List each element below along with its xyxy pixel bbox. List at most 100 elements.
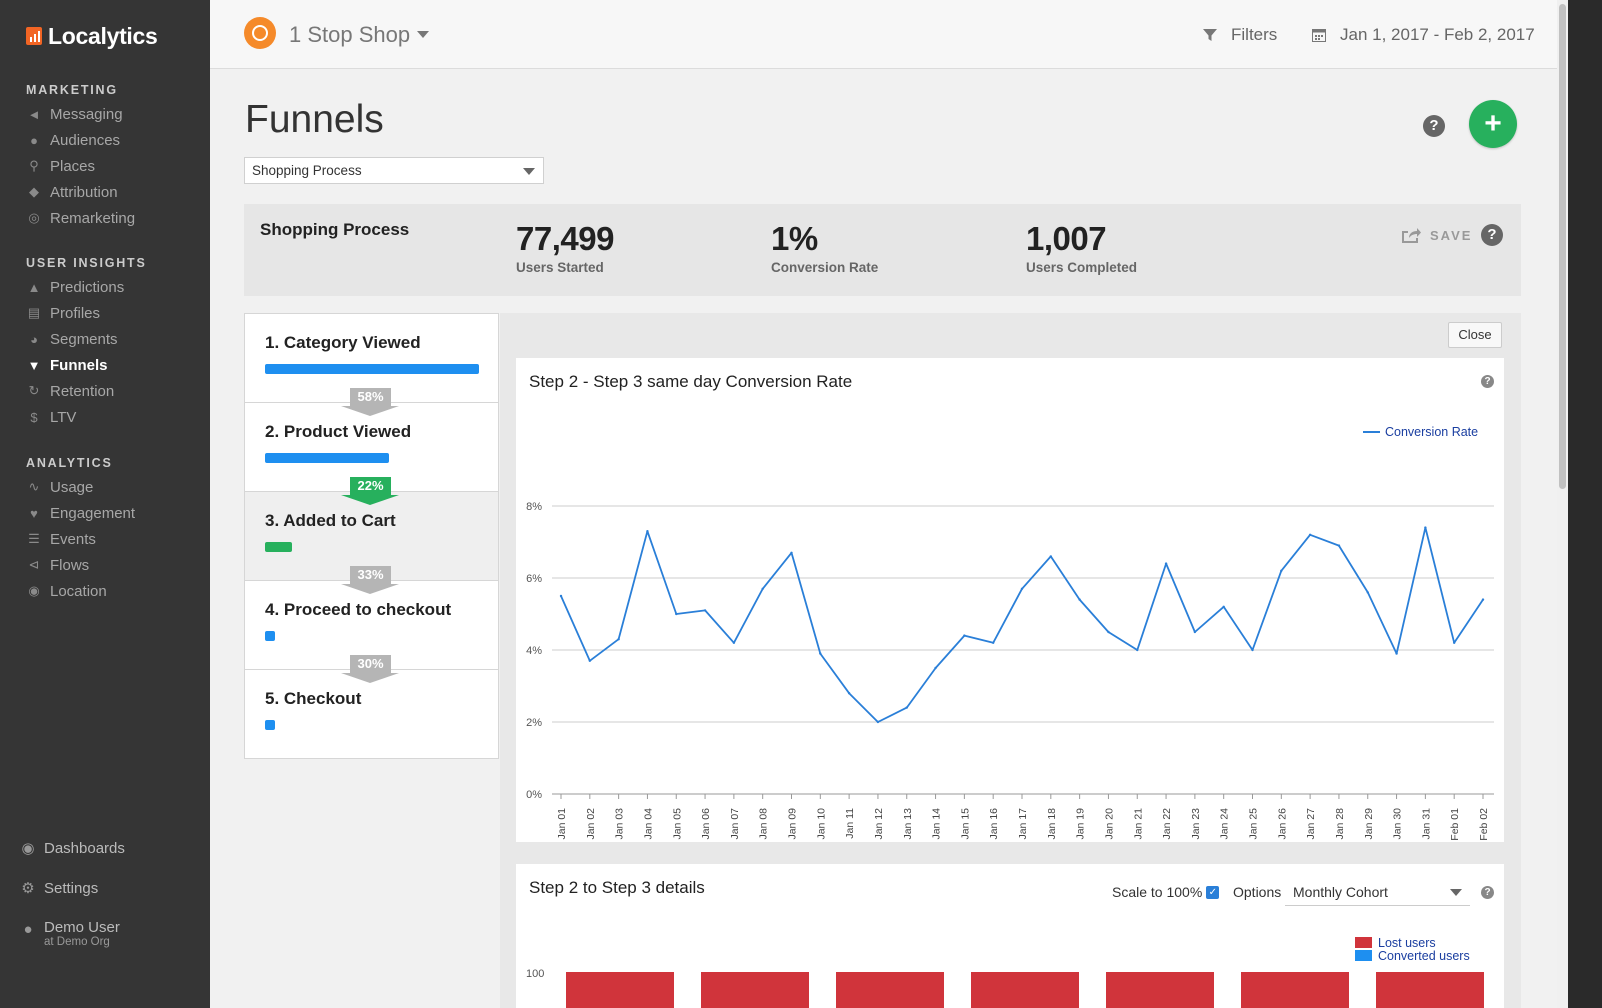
filters-button[interactable]: Filters — [1203, 25, 1277, 45]
legend-swatch — [1355, 950, 1372, 961]
step-progress-bar — [265, 720, 275, 730]
sidebar-item-ltv[interactable]: $ LTV — [26, 407, 76, 429]
stacked-bar[interactable] — [566, 972, 674, 1008]
data-point — [1164, 562, 1168, 565]
globe-icon: ◉ — [28, 583, 40, 599]
sidebar-item-segments[interactable]: ◕ Segments — [26, 328, 117, 350]
stacked-bar[interactable] — [1106, 972, 1214, 1008]
scrollbar[interactable] — [1557, 0, 1568, 1008]
sidebar-item-settings[interactable]: ⚙ Settings — [20, 879, 98, 898]
legend-item-lost[interactable]: Lost users — [1355, 936, 1470, 950]
checkbox-checked-icon[interactable]: ✓ — [1206, 885, 1220, 899]
sidebar-item-flows[interactable]: ⊲ Flows — [26, 554, 90, 576]
chevron-down-icon[interactable] — [417, 31, 429, 38]
funnel-select[interactable]: Shopping Process — [244, 157, 544, 184]
megaphone-icon: ◄ — [27, 106, 41, 122]
save-button[interactable]: SAVE — [1401, 227, 1472, 244]
sidebar-item-engagement[interactable]: ♥ Engagement — [26, 502, 135, 524]
help-icon[interactable]: ? — [1481, 224, 1503, 246]
localytics-logo-icon — [26, 27, 42, 45]
step-label: 5. Checkout — [265, 689, 362, 708]
data-point — [675, 612, 678, 616]
x-axis-tick: Wed, Jan 21 — [1132, 808, 1144, 842]
options-label: Options — [1233, 884, 1282, 900]
scale-to-100-toggle[interactable]: Scale to 100% ✓ — [1112, 884, 1220, 900]
data-point — [1078, 598, 1081, 601]
sidebar-item-predictions[interactable]: ▲ Predictions — [26, 276, 125, 298]
calendar-icon — [1312, 29, 1326, 42]
sidebar-item-messaging[interactable]: ◄ Messaging — [26, 103, 123, 125]
x-axis-tick: Mon, Feb 02 — [1478, 808, 1490, 842]
top-bar: 1 Stop Shop Filters Jan 1, 2017 - Feb 2,… — [210, 0, 1568, 69]
stacked-bar[interactable] — [836, 972, 944, 1008]
conversion-rate-card: Step 2 - Step 3 same day Conversion Rate… — [516, 358, 1504, 842]
sidebar-item-events[interactable]: ☰ Events — [26, 528, 96, 550]
brand-logo[interactable]: Localytics — [26, 22, 158, 50]
x-axis-tick: Thu, Jan 22 — [1161, 808, 1173, 842]
sidebar-item-retention[interactable]: ↻ Retention — [26, 380, 115, 402]
sidebar-item-funnels[interactable]: ▼ Funnels — [26, 354, 108, 376]
data-point — [876, 720, 880, 724]
data-point — [819, 652, 822, 655]
help-icon[interactable]: ? — [1481, 886, 1494, 899]
sidebar-section-title: ANALYTICS — [26, 456, 113, 470]
step-conversion-arrow: 33% — [341, 566, 399, 594]
step-detail-panel: Close Step 2 - Step 3 same day Conversio… — [500, 313, 1521, 1008]
data-point — [646, 530, 649, 533]
x-axis-tick: Mon, Jan 05 — [671, 808, 683, 842]
stacked-bar[interactable] — [1376, 972, 1484, 1008]
x-axis-tick: Mon, Jan 12 — [873, 808, 885, 842]
sidebar-item-attribution[interactable]: ◆ Attribution — [26, 181, 118, 203]
app-logo-icon[interactable] — [244, 17, 276, 49]
metric-value: 77,499 — [516, 220, 614, 257]
sidebar-item-label: Attribution — [50, 183, 118, 201]
sidebar-item-label: Audiences — [50, 131, 121, 149]
metric-conversion-rate: 1% Conversion Rate — [771, 220, 878, 275]
x-axis-tick: Tue, Jan 13 — [902, 808, 914, 842]
sidebar-item-profiles[interactable]: ▤ Profiles — [26, 302, 100, 324]
sidebar-item-dashboards[interactable]: ◉ Dashboards — [20, 839, 125, 858]
add-funnel-button[interactable]: + — [1469, 100, 1517, 148]
date-range-picker[interactable]: Jan 1, 2017 - Feb 2, 2017 — [1312, 25, 1535, 45]
x-axis-tick: Sun, Jan 04 — [642, 808, 654, 842]
x-axis-tick: Fri, Jan 16 — [988, 808, 1000, 842]
sidebar-item-label: LTV — [50, 409, 77, 426]
options-select[interactable]: Monthly Cohort — [1285, 878, 1470, 906]
funnel-step[interactable]: 5. Checkout — [244, 669, 499, 759]
help-icon[interactable]: ? — [1481, 375, 1494, 388]
sidebar-item-remarketing[interactable]: ◎ Remarketing — [26, 207, 135, 229]
metric-label: Users Completed — [1026, 260, 1138, 275]
sidebar-item-label: Dashboards — [44, 839, 125, 857]
stacked-bar[interactable] — [701, 972, 809, 1008]
sidebar-item-audiences[interactable]: ● Audiences — [26, 129, 120, 151]
profile-card-icon: ▤ — [27, 305, 41, 321]
stacked-bar[interactable] — [1241, 972, 1349, 1008]
sidebar-item-location[interactable]: ◉ Location — [26, 580, 106, 602]
sidebar-item-label: Predictions — [50, 278, 125, 296]
step-details-card: Step 2 to Step 3 details Scale to 100% ✓… — [516, 864, 1504, 1008]
series-line-conversion-rate — [560, 526, 1484, 723]
legend-swatch — [1355, 937, 1372, 948]
x-axis-tick: Thu, Jan 01 — [556, 808, 568, 842]
close-button[interactable]: Close — [1448, 322, 1502, 348]
data-point — [617, 638, 620, 641]
chart-title: Step 2 - Step 3 same day Conversion Rate — [529, 372, 853, 391]
step-conversion-arrow: 22% — [341, 477, 399, 505]
data-point — [1049, 555, 1053, 558]
conversion-rate-chart: 0% 2% 4% 6% 8% Thu, Jan 01 Fri, Jan 02 Sat, Jan… — [526, 425, 1494, 842]
user-menu[interactable]: ● Demo User at Demo Org — [20, 919, 120, 948]
people-icon: ● — [30, 132, 38, 148]
help-icon[interactable]: ? — [1423, 115, 1445, 137]
data-point — [1337, 544, 1341, 547]
sidebar-item-places[interactable]: ⚲ Places — [26, 155, 95, 177]
pulse-icon: ∿ — [28, 479, 40, 494]
scrollbar-thumb[interactable] — [1559, 4, 1566, 489]
app-selector-label[interactable]: 1 Stop Shop — [289, 22, 411, 47]
list-icon: ☰ — [28, 531, 40, 547]
user-info: Demo User at Demo Org — [44, 919, 120, 948]
legend-item-converted[interactable]: Converted users — [1355, 949, 1470, 963]
stacked-bar[interactable] — [971, 972, 1079, 1008]
brand-name: Localytics — [48, 22, 158, 49]
sidebar-item-usage[interactable]: ∿ Usage — [26, 476, 94, 498]
data-point — [1366, 591, 1369, 594]
